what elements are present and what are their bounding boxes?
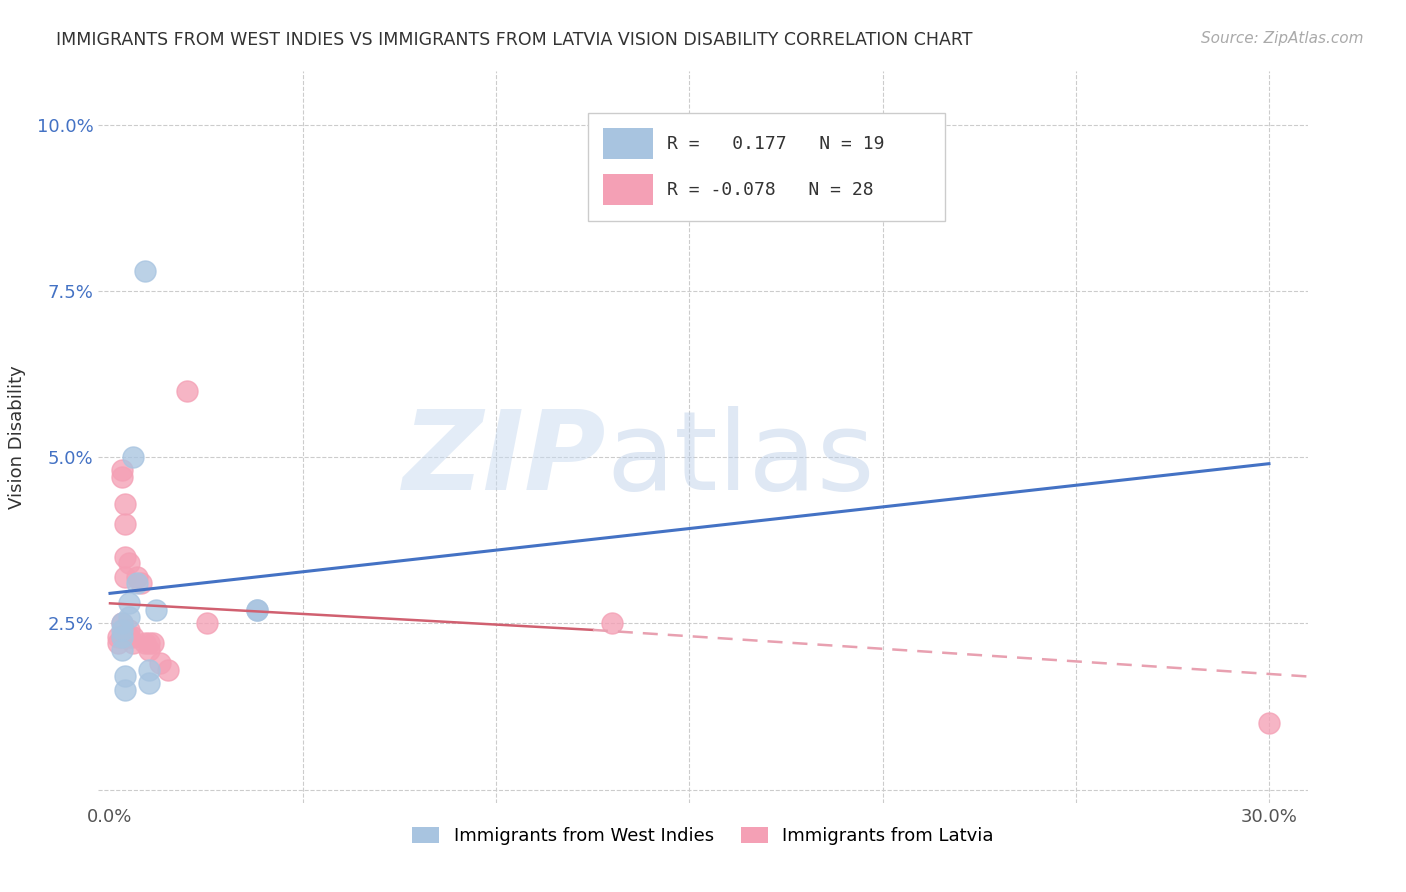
Point <box>110 643 132 657</box>
Point <box>110 630 132 644</box>
Point <box>114 669 136 683</box>
Point <box>125 576 148 591</box>
Point <box>138 643 160 657</box>
Point <box>110 616 132 631</box>
Point <box>149 656 172 670</box>
FancyBboxPatch shape <box>603 175 654 205</box>
Point <box>176 384 198 398</box>
Y-axis label: Vision Disability: Vision Disability <box>7 365 25 509</box>
Point <box>110 623 132 637</box>
Point <box>138 676 160 690</box>
Point <box>110 616 132 631</box>
Point <box>118 609 141 624</box>
Text: IMMIGRANTS FROM WEST INDIES VS IMMIGRANTS FROM LATVIA VISION DISABILITY CORRELAT: IMMIGRANTS FROM WEST INDIES VS IMMIGRANT… <box>56 31 973 49</box>
FancyBboxPatch shape <box>603 128 654 159</box>
Point <box>129 576 152 591</box>
Point <box>1362 151 1385 165</box>
Point <box>114 516 136 531</box>
Point <box>125 570 148 584</box>
Point <box>107 630 129 644</box>
Text: R =   0.177   N = 19: R = 0.177 N = 19 <box>666 135 884 153</box>
Point <box>110 470 132 484</box>
Point <box>118 596 141 610</box>
Point <box>118 557 141 571</box>
Point <box>110 630 132 644</box>
Text: R = -0.078   N = 28: R = -0.078 N = 28 <box>666 181 873 199</box>
Text: Source: ZipAtlas.com: Source: ZipAtlas.com <box>1201 31 1364 46</box>
Point <box>141 636 163 650</box>
Point <box>122 630 145 644</box>
Point <box>134 264 156 278</box>
Text: atlas: atlas <box>606 406 875 513</box>
Point <box>156 663 179 677</box>
Point <box>134 636 156 650</box>
Point <box>122 636 145 650</box>
Point <box>107 636 129 650</box>
Point <box>114 682 136 697</box>
Point <box>1258 716 1281 731</box>
Point <box>145 603 167 617</box>
Point <box>122 450 145 464</box>
Point <box>118 623 141 637</box>
Text: ZIP: ZIP <box>402 406 606 513</box>
Point <box>138 636 160 650</box>
Legend: Immigrants from West Indies, Immigrants from Latvia: Immigrants from West Indies, Immigrants … <box>405 820 1001 852</box>
FancyBboxPatch shape <box>588 113 945 221</box>
Point <box>138 663 160 677</box>
Point <box>110 463 132 477</box>
Point <box>600 616 623 631</box>
Point <box>114 549 136 564</box>
Point <box>114 497 136 511</box>
Point <box>195 616 218 631</box>
Point <box>246 603 269 617</box>
Point <box>246 603 269 617</box>
Point <box>114 570 136 584</box>
Point <box>118 630 141 644</box>
